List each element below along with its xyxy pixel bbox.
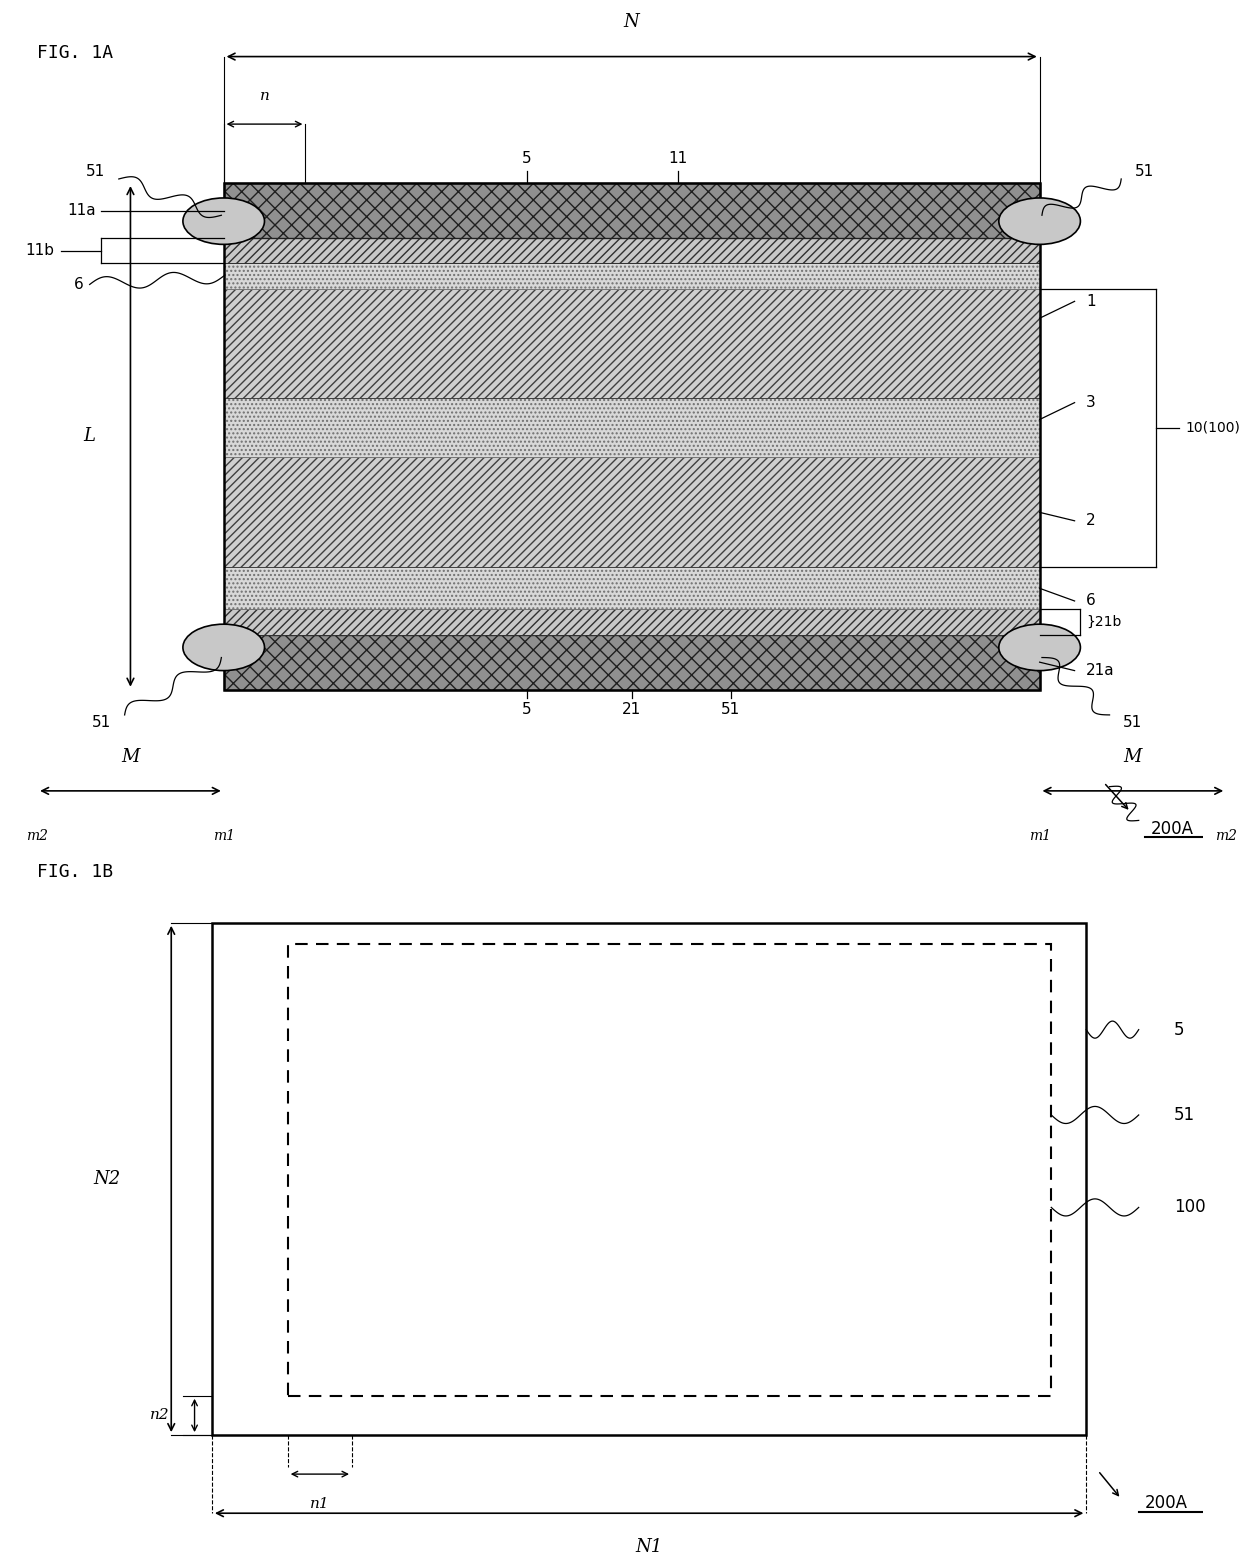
- Text: n2: n2: [150, 1408, 170, 1422]
- Text: M: M: [1123, 747, 1142, 766]
- Text: m1: m1: [1029, 828, 1050, 842]
- Bar: [223, 263, 1039, 289]
- Text: 5: 5: [522, 702, 532, 717]
- Bar: [288, 944, 1052, 1396]
- Ellipse shape: [184, 624, 264, 671]
- Bar: [223, 635, 1039, 689]
- Text: 11b: 11b: [26, 244, 55, 258]
- Text: 5: 5: [1174, 1021, 1184, 1039]
- Text: n1: n1: [310, 1497, 329, 1511]
- Text: 51: 51: [1135, 164, 1154, 178]
- Text: 100: 100: [1174, 1199, 1205, 1216]
- Text: 11: 11: [668, 152, 688, 166]
- Text: 3: 3: [1086, 395, 1096, 410]
- Text: M: M: [122, 747, 140, 766]
- Text: 5: 5: [522, 152, 532, 166]
- Text: m1: m1: [213, 828, 234, 842]
- Bar: [223, 610, 1039, 635]
- Text: 51: 51: [1174, 1107, 1195, 1124]
- Text: N1: N1: [636, 1538, 662, 1557]
- Ellipse shape: [184, 199, 264, 244]
- Text: 51: 51: [86, 164, 105, 178]
- Bar: [223, 567, 1039, 610]
- Text: }21b: }21b: [1086, 616, 1122, 628]
- Text: L: L: [83, 427, 95, 445]
- Bar: [223, 238, 1039, 263]
- Text: 6: 6: [74, 277, 84, 292]
- Text: 2: 2: [1086, 513, 1096, 528]
- Text: N: N: [624, 13, 640, 31]
- Text: 51: 51: [92, 714, 110, 730]
- Bar: [223, 183, 1039, 238]
- Text: 200A: 200A: [1151, 821, 1193, 838]
- Text: m2: m2: [1215, 828, 1238, 842]
- Text: FIG. 1B: FIG. 1B: [37, 863, 113, 880]
- Text: 11a: 11a: [67, 203, 95, 219]
- Bar: [223, 399, 1039, 458]
- Bar: [223, 458, 1039, 567]
- Text: 200A: 200A: [1145, 1494, 1188, 1511]
- Text: n: n: [259, 89, 269, 103]
- Bar: [223, 289, 1039, 399]
- Text: 51: 51: [722, 702, 740, 717]
- Text: 51: 51: [1123, 714, 1142, 730]
- Ellipse shape: [999, 199, 1080, 244]
- Text: 21a: 21a: [1086, 663, 1115, 678]
- Text: 1: 1: [1086, 294, 1096, 309]
- Text: N2: N2: [93, 1171, 120, 1188]
- Text: 10(100): 10(100): [1185, 420, 1240, 435]
- Text: FIG. 1A: FIG. 1A: [37, 44, 113, 63]
- Text: 21: 21: [622, 702, 641, 717]
- Text: 6: 6: [1086, 594, 1096, 608]
- Ellipse shape: [999, 624, 1080, 671]
- Bar: [212, 922, 1086, 1435]
- Text: m2: m2: [26, 828, 48, 842]
- Bar: [223, 183, 1039, 689]
